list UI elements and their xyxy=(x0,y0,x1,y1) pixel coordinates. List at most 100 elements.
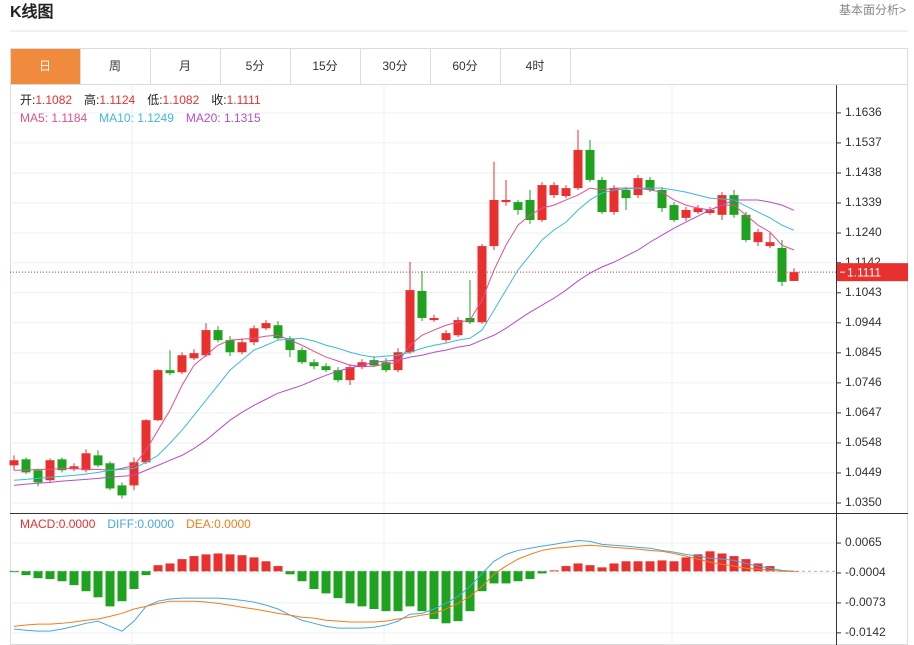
macd-bar xyxy=(525,571,535,580)
candle-body xyxy=(405,290,415,353)
tab-label[interactable]: 月 xyxy=(179,59,191,73)
candle-body xyxy=(477,246,487,323)
tab-label[interactable]: 4时 xyxy=(526,59,545,73)
ma-line xyxy=(13,199,795,486)
legend-sep: : xyxy=(211,517,214,531)
candle-body xyxy=(657,189,667,209)
macd-bar xyxy=(657,560,667,572)
macd-bar xyxy=(381,571,391,612)
fundamental-link[interactable]: 基本面分析> xyxy=(839,3,906,17)
macd-bar xyxy=(57,571,67,582)
macd-bar xyxy=(717,553,727,572)
candle-body xyxy=(81,453,91,471)
candle-body xyxy=(33,470,43,483)
y-tick-label: 1.1438 xyxy=(845,165,882,179)
macd-bar xyxy=(753,563,763,572)
y-tick-label: 1.0449 xyxy=(845,465,882,479)
info-value: 1.1111 xyxy=(227,93,261,107)
candle-body xyxy=(705,209,715,214)
tab-label[interactable]: 15分 xyxy=(312,59,337,73)
candle-body xyxy=(621,189,631,199)
last-price-label: 1.1111 xyxy=(847,265,881,279)
tab-label[interactable]: 60分 xyxy=(452,59,477,73)
tab[interactable] xyxy=(150,48,221,85)
candle-body xyxy=(573,149,583,189)
macd-bar xyxy=(333,571,343,599)
macd-bar xyxy=(93,571,103,598)
macd-bar xyxy=(297,571,307,582)
candle-body xyxy=(417,290,427,318)
macd-bar xyxy=(33,571,43,579)
tab[interactable] xyxy=(220,48,291,85)
macd-bar xyxy=(273,566,283,572)
candle-body xyxy=(537,185,547,220)
legend-value: 1.1184 xyxy=(51,111,87,125)
macd-bar xyxy=(21,571,31,576)
macd-bar xyxy=(261,561,271,572)
y-tick-label: -0.0004 xyxy=(845,565,886,579)
tab-label[interactable]: 30分 xyxy=(382,59,407,73)
macd-bar xyxy=(441,571,451,624)
legend-value: 1.1315 xyxy=(224,111,261,125)
macd-bar xyxy=(201,554,211,572)
info-label: 收: xyxy=(211,93,226,107)
legend-sep: : xyxy=(131,111,138,125)
macd-bar xyxy=(177,559,187,572)
info-label: 高: xyxy=(84,92,99,107)
last-price-tag xyxy=(837,263,908,282)
macd-bar xyxy=(633,561,643,572)
macd-bar xyxy=(465,571,475,612)
info-label: 开: xyxy=(20,93,35,107)
candle-body xyxy=(393,352,403,371)
candle-body xyxy=(93,455,103,466)
candle-body xyxy=(357,362,367,368)
candle-body xyxy=(57,459,67,471)
candle-body xyxy=(297,350,307,363)
candle-body xyxy=(129,462,139,486)
legend-value: 0.0000 xyxy=(137,517,174,531)
candle-body xyxy=(441,333,451,341)
tab[interactable] xyxy=(290,48,361,85)
macd-bar xyxy=(369,571,379,609)
macd-bar xyxy=(225,554,235,572)
candle-body xyxy=(789,272,799,281)
candle-body xyxy=(141,420,151,463)
macd-bar xyxy=(45,571,55,580)
candle-body xyxy=(261,323,271,329)
candle-body xyxy=(45,460,55,481)
candle-body xyxy=(753,232,763,243)
macd-bar xyxy=(285,571,295,575)
candle-body xyxy=(549,185,559,196)
macd-bar xyxy=(501,571,511,584)
candle-body xyxy=(513,202,523,210)
macd-bar xyxy=(141,571,151,576)
legend-sep: : xyxy=(45,111,52,125)
tab[interactable] xyxy=(360,48,431,85)
widget-title: K线图 xyxy=(10,2,54,21)
candle-body xyxy=(237,342,247,353)
y-tick-label: 0.0065 xyxy=(845,535,882,549)
tab[interactable] xyxy=(500,48,571,85)
macd-bar xyxy=(645,561,655,572)
tab[interactable] xyxy=(10,48,81,85)
tab-bar: 日 周 月 5分 15分 30分 60分 4时 xyxy=(10,48,571,85)
y-tick-label: 1.1636 xyxy=(845,105,882,119)
legend-name: MA20 xyxy=(186,111,218,125)
tab-label[interactable]: 周 xyxy=(109,59,121,73)
macd-bar xyxy=(117,571,127,602)
tab-label[interactable]: 日 xyxy=(39,59,51,73)
candle-body xyxy=(333,370,343,381)
macd-bar xyxy=(549,570,559,572)
candle-body xyxy=(165,370,175,374)
macd-bar xyxy=(153,565,163,572)
macd-bar xyxy=(81,571,91,592)
tab-label[interactable]: 5分 xyxy=(246,59,265,73)
candle-body xyxy=(273,325,283,339)
macd-bar xyxy=(537,571,547,574)
macd-bar xyxy=(309,571,319,590)
tab[interactable] xyxy=(430,48,501,85)
legend-name: MACD xyxy=(20,517,56,531)
macd-bar xyxy=(681,557,691,572)
macd-bar xyxy=(585,565,595,572)
